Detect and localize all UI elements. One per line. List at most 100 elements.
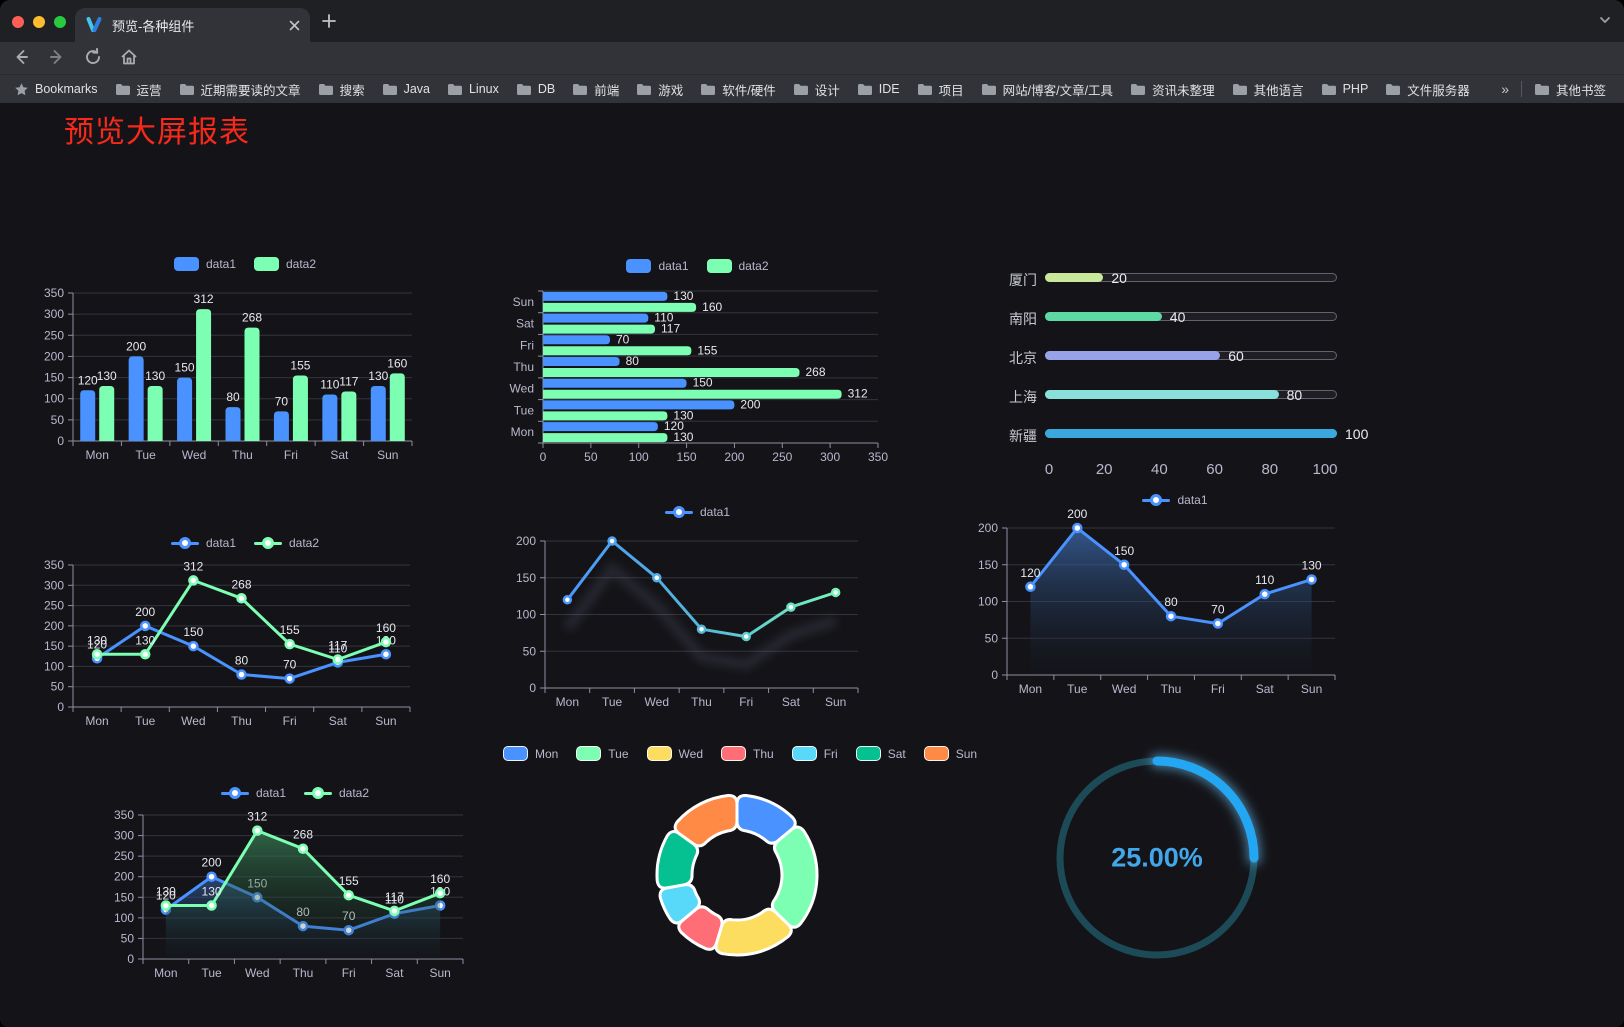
chart-legend: data1 data2 bbox=[505, 259, 890, 273]
chart-canvas: Sun Sat Fri Thu Wed Tue Mon 0 50 100 150 200 250 300 3… bbox=[510, 289, 889, 464]
bookmark-folder[interactable]: 搜索 bbox=[318, 80, 365, 99]
legend-item-Mon[interactable]: Mon bbox=[502, 746, 558, 761]
svg-text:117: 117 bbox=[661, 322, 680, 336]
legend-swatch bbox=[626, 259, 652, 273]
donut-segment-Wed[interactable] bbox=[714, 907, 793, 957]
bookmark-folder[interactable]: 项目 bbox=[917, 80, 964, 99]
browser-tab[interactable]: 预览-各种组件 bbox=[75, 8, 310, 42]
bookmark-folder[interactable]: PHP bbox=[1321, 82, 1368, 96]
svg-text:Wed: Wed bbox=[1112, 682, 1136, 696]
bookmark-folder[interactable]: 其他语言 bbox=[1232, 80, 1304, 99]
home-button[interactable] bbox=[118, 46, 140, 68]
close-window-button[interactable] bbox=[12, 16, 24, 28]
chart-legend: data1 bbox=[500, 505, 895, 519]
bookmark-folder[interactable]: 资讯未整理 bbox=[1130, 80, 1215, 99]
bookmark-folder[interactable]: 近期需要读的文章 bbox=[179, 80, 301, 99]
svg-text:130: 130 bbox=[368, 369, 388, 383]
donut-segment-Tue[interactable] bbox=[770, 825, 819, 929]
svg-text:110: 110 bbox=[320, 377, 339, 391]
progress-fill bbox=[1045, 273, 1104, 282]
fullscreen-window-button[interactable] bbox=[54, 16, 66, 28]
bookmark-folder[interactable]: Java bbox=[382, 82, 430, 96]
legend-item-data2[interactable]: data2 bbox=[254, 257, 316, 271]
bookmark-folder[interactable]: 设计 bbox=[793, 80, 840, 99]
forward-button[interactable] bbox=[46, 46, 68, 68]
donut-segment-Thu[interactable] bbox=[677, 905, 724, 951]
legend-item-data1[interactable]: data1 bbox=[170, 536, 236, 550]
svg-text:0: 0 bbox=[127, 952, 134, 966]
donut-segment-Fri[interactable] bbox=[658, 883, 701, 925]
svg-text:312: 312 bbox=[194, 292, 214, 306]
legend-item-data2[interactable]: data2 bbox=[706, 259, 769, 273]
bookmarks-overflow-chevron[interactable]: » bbox=[1501, 81, 1509, 97]
legend-item-data1[interactable]: data1 bbox=[173, 257, 236, 271]
svg-text:268: 268 bbox=[293, 828, 313, 842]
svg-text:155: 155 bbox=[280, 623, 300, 637]
svg-text:Tue: Tue bbox=[514, 403, 535, 417]
svg-text:Sun: Sun bbox=[377, 448, 398, 462]
legend-item-data1[interactable]: data1 bbox=[664, 505, 730, 519]
chart-canvas: 0 50 100 150 200 Mon Tue Wed Thu Fri Sat Sun bbox=[516, 534, 859, 709]
svg-text:150: 150 bbox=[516, 571, 536, 585]
star-icon bbox=[15, 82, 28, 95]
page-title: 预览大屏报表 bbox=[64, 116, 250, 149]
legend-item-Sun[interactable]: Sun bbox=[923, 746, 977, 761]
svg-text:0: 0 bbox=[57, 700, 64, 714]
bookmark-folder[interactable]: 软件/硬件 bbox=[700, 80, 776, 99]
svg-text:50: 50 bbox=[51, 413, 65, 427]
folder-icon bbox=[179, 83, 194, 95]
minimize-window-button[interactable] bbox=[33, 16, 45, 28]
svg-text:Sun: Sun bbox=[375, 714, 396, 728]
legend-item-data2[interactable]: data2 bbox=[304, 786, 369, 800]
bookmark-folder[interactable]: IDE bbox=[857, 82, 900, 96]
bookmark-folder[interactable]: DB bbox=[516, 82, 555, 96]
legend-swatch bbox=[664, 506, 693, 519]
svg-text:130: 130 bbox=[97, 369, 117, 383]
svg-text:Mon: Mon bbox=[154, 966, 177, 980]
bookmark-folder[interactable]: 游戏 bbox=[636, 80, 683, 99]
donut-segment-Sat[interactable] bbox=[655, 830, 700, 890]
bookmark-folder[interactable]: 运营 bbox=[115, 80, 162, 99]
legend-item-data1[interactable]: data1 bbox=[220, 786, 286, 800]
svg-text:50: 50 bbox=[584, 450, 598, 464]
svg-text:130: 130 bbox=[673, 408, 693, 422]
legend-item-data1[interactable]: data1 bbox=[1142, 493, 1208, 507]
bookmark-folder[interactable]: Linux bbox=[447, 82, 499, 96]
horizontal-bar-chart: data1 data2 Sun Sat Fri Thu Wed Tue Mon 0 50 100 150… bbox=[505, 251, 890, 468]
other-bookmarks[interactable]: 其他书签 bbox=[1534, 80, 1606, 99]
svg-text:130: 130 bbox=[673, 430, 693, 444]
reload-button[interactable] bbox=[82, 46, 104, 68]
legend-item-Wed[interactable]: Wed bbox=[646, 746, 703, 761]
bookmark-folder[interactable]: 网站/博客/文章/工具 bbox=[981, 80, 1113, 99]
svg-text:50: 50 bbox=[51, 680, 65, 694]
svg-text:150: 150 bbox=[183, 625, 203, 639]
legend-item-Thu[interactable]: Thu bbox=[721, 746, 774, 761]
svg-text:Fri: Fri bbox=[342, 966, 356, 980]
tab-strip-chevron-icon[interactable] bbox=[1598, 13, 1612, 27]
folder-icon bbox=[573, 83, 588, 95]
svg-text:100: 100 bbox=[978, 595, 998, 609]
donut-segment-Sun[interactable] bbox=[673, 794, 739, 848]
svg-text:200: 200 bbox=[44, 349, 64, 363]
legend-item-data1[interactable]: data1 bbox=[626, 259, 689, 273]
svg-text:160: 160 bbox=[376, 621, 396, 635]
legend-item-Sat[interactable]: Sat bbox=[855, 746, 906, 761]
progress-fill bbox=[1045, 312, 1162, 321]
folder-icon bbox=[115, 83, 130, 95]
chart-canvas bbox=[655, 794, 819, 957]
bookmarks-root[interactable]: Bookmarks bbox=[14, 82, 98, 97]
svg-text:Sat: Sat bbox=[329, 714, 348, 728]
bookmark-folder[interactable]: 文件服务器 bbox=[1385, 80, 1470, 99]
tab-close-icon[interactable] bbox=[289, 20, 300, 31]
folder-icon bbox=[1321, 83, 1336, 95]
svg-text:70: 70 bbox=[283, 658, 297, 672]
new-tab-button[interactable] bbox=[320, 12, 338, 30]
bookmark-folder[interactable]: 前端 bbox=[572, 80, 619, 99]
legend-item-data2[interactable]: data2 bbox=[254, 536, 319, 550]
back-button[interactable] bbox=[10, 46, 32, 68]
svg-text:Mon: Mon bbox=[86, 448, 109, 462]
svg-text:150: 150 bbox=[677, 450, 697, 464]
legend-item-Fri[interactable]: Fri bbox=[791, 746, 838, 761]
legend-item-Tue[interactable]: Tue bbox=[576, 746, 629, 761]
svg-text:Sun: Sun bbox=[429, 966, 450, 980]
